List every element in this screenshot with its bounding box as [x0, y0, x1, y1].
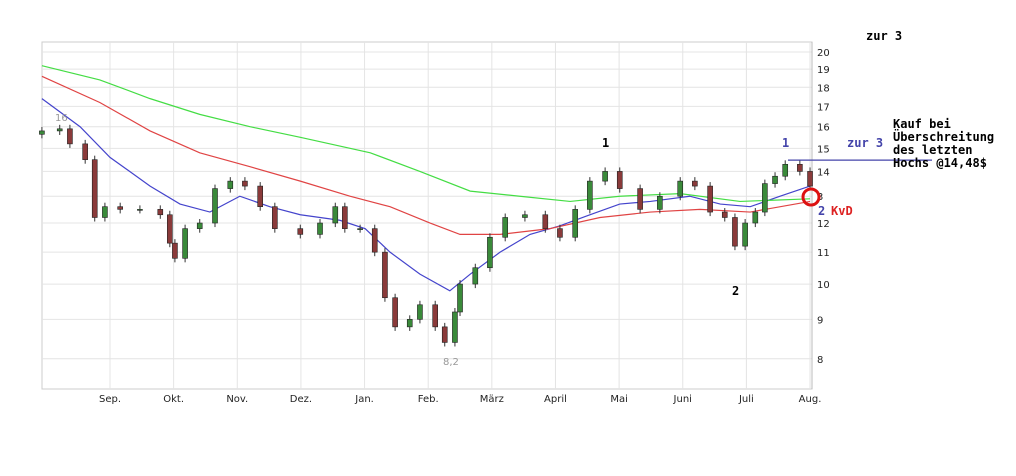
candle-down: [257, 185, 263, 207]
candle-up: [102, 206, 108, 218]
candle-down: [67, 128, 73, 145]
candle-up: [227, 180, 234, 189]
high-label: 16: [55, 113, 68, 124]
candle-down: [82, 143, 88, 160]
x-tick-label: Sep.: [99, 394, 121, 405]
candle-down: [616, 171, 623, 189]
candle-up: [452, 311, 458, 343]
y-tick-label: 12: [817, 219, 830, 230]
x-tick-label: Nov.: [226, 394, 248, 405]
candle-up: [502, 217, 509, 238]
y-tick-label: 20: [817, 48, 830, 59]
candle-down: [692, 180, 698, 187]
candle-down: [392, 297, 398, 328]
candle-up: [317, 222, 323, 235]
x-tick-label: Feb.: [418, 394, 439, 405]
candle-down: [371, 228, 378, 253]
candle-down: [91, 159, 98, 218]
candle-down: [721, 211, 728, 218]
candle-up: [657, 195, 663, 210]
candle-up: [522, 214, 528, 218]
candle-up: [742, 222, 748, 247]
y-tick-label: 11: [817, 248, 830, 259]
candle-up: [587, 180, 593, 210]
candle-up: [182, 228, 188, 259]
x-tick-label: April: [544, 394, 567, 405]
candle-up: [212, 188, 218, 224]
candle-down: [117, 206, 123, 210]
y-tick-label: 15: [817, 144, 830, 155]
candle-down: [297, 228, 304, 235]
candle-down: [157, 209, 164, 216]
candle-up: [196, 222, 203, 229]
y-tick-label: 18: [817, 83, 830, 94]
candle-down: [542, 214, 549, 229]
candle-up: [782, 164, 789, 177]
candle-down: [342, 206, 348, 229]
x-tick-label: Dez.: [290, 394, 312, 405]
y-tick-label: 17: [817, 102, 830, 113]
candle-up: [472, 267, 479, 285]
candle-up: [677, 180, 684, 197]
y-tick-label: 9: [817, 315, 823, 326]
candle-up: [457, 283, 463, 313]
kvd-circle-marker: [801, 187, 821, 207]
candle-down: [172, 242, 178, 259]
candle-down: [382, 251, 388, 299]
annotation-wave-2: 2: [732, 284, 740, 298]
candle-down: [242, 180, 248, 187]
annotation-zur3-blue: zur 3: [847, 136, 884, 150]
candle-up: [39, 130, 45, 135]
candle-up: [772, 175, 778, 184]
x-tick-label: Jan.: [354, 394, 374, 405]
annotation-kvd: KvD: [831, 204, 853, 218]
candle-up: [572, 209, 579, 238]
y-tick-label: 14: [817, 167, 830, 178]
annotation-wave-1: 1: [602, 136, 610, 150]
x-tick-label: Okt.: [163, 394, 184, 405]
candle-up: [487, 236, 493, 269]
y-tick-label: 10: [817, 280, 830, 291]
candle-up: [417, 304, 423, 320]
candle-up: [332, 206, 339, 224]
candle-down: [557, 228, 563, 238]
x-tick-label: Juli: [738, 394, 754, 405]
candle-up: [602, 171, 608, 182]
y-tick-label: 19: [817, 65, 830, 76]
candle-down: [637, 188, 643, 210]
candle-down: [441, 326, 448, 343]
candle-down: [807, 171, 813, 187]
candle-up: [137, 209, 143, 211]
y-tick-label: 8: [817, 355, 823, 366]
candle-down: [707, 185, 713, 213]
candle-up: [752, 211, 759, 224]
ma-line-ma-mid: [41, 75, 811, 235]
candle-down: [432, 304, 439, 328]
candle-down: [272, 206, 278, 229]
x-tick-label: Mai: [610, 394, 628, 405]
annotation-kvd-number: 2: [818, 204, 826, 218]
x-tick-label: Juni: [673, 394, 692, 405]
candle-down: [732, 217, 738, 247]
candle-up: [762, 183, 768, 213]
annotation-zur3-top: zur 3: [866, 29, 903, 43]
annotation-buy-note: Kauf bei Überschreitung des letzten Hoch…: [893, 117, 995, 170]
plot-area: [41, 41, 813, 390]
candle-up: [357, 228, 363, 230]
candle-down: [797, 164, 803, 172]
annotation-wave-1-blue: 1: [782, 136, 790, 150]
candle-down: [167, 214, 173, 244]
x-tick-label: Aug.: [799, 394, 822, 405]
candle-up: [406, 319, 413, 328]
candle-up: [56, 128, 63, 132]
ma-line-ma-short: [41, 98, 811, 292]
low-label: 8,2: [443, 357, 459, 368]
y-tick-label: 16: [817, 123, 830, 134]
x-tick-label: März: [480, 394, 504, 405]
